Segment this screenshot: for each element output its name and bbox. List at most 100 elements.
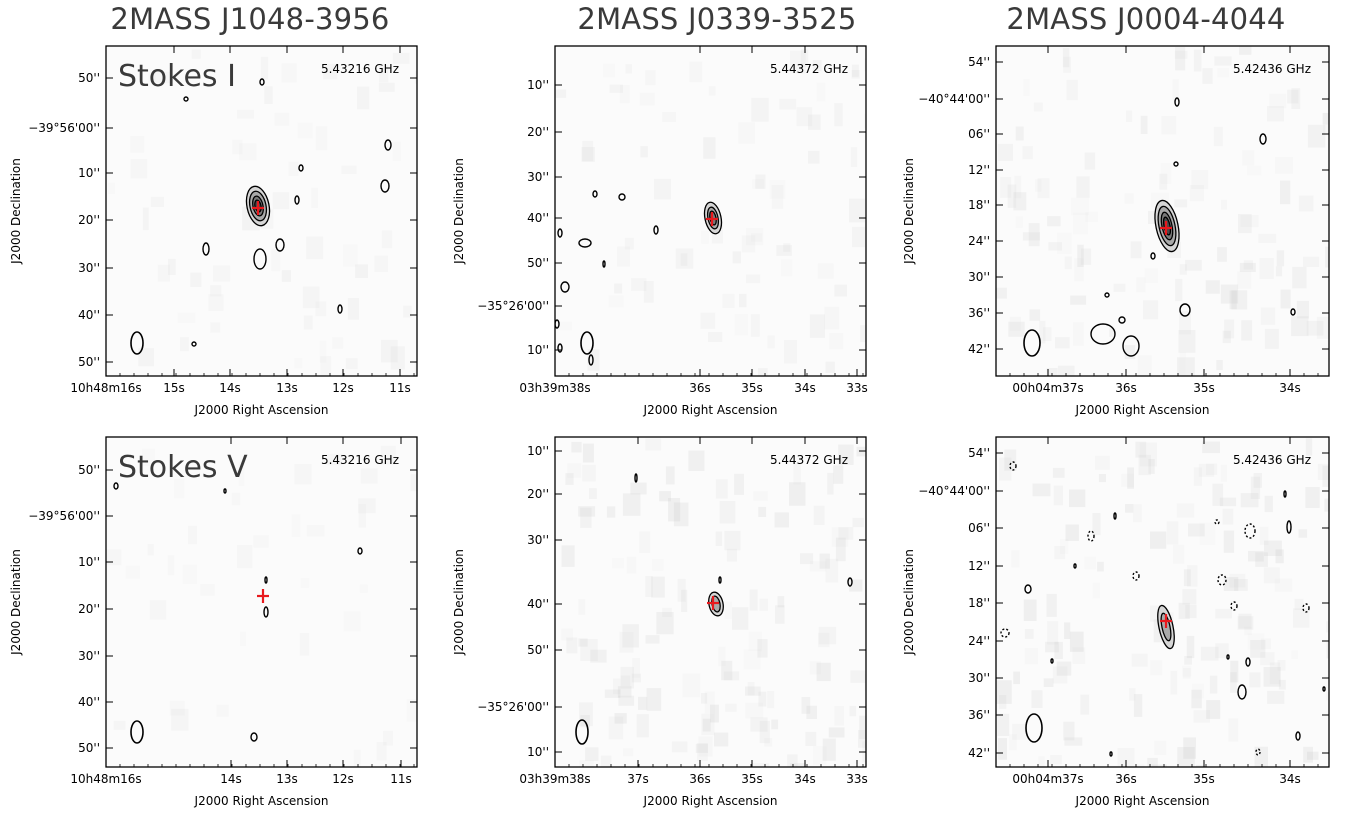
noise-pixel	[358, 504, 366, 528]
noise-pixel	[701, 230, 709, 244]
y-tick-label: 40''	[78, 695, 100, 709]
contour-island	[588, 354, 594, 366]
noise-map	[996, 46, 1329, 376]
noise-pixel	[1193, 710, 1210, 723]
noise-pixel	[582, 464, 596, 482]
noise-pixel	[1224, 319, 1235, 339]
noise-pixel	[860, 325, 866, 343]
noise-pixel	[1275, 549, 1284, 564]
contour-island	[1230, 601, 1238, 611]
noise-pixel	[701, 713, 715, 736]
noise-pixel	[343, 244, 358, 267]
noise-pixel	[631, 278, 647, 291]
noise-pixel	[787, 754, 798, 767]
noise-pixel	[149, 600, 167, 620]
noise-pixel	[834, 284, 847, 297]
noise-pixel	[813, 505, 825, 525]
noise-pixel	[665, 466, 675, 485]
noise-pixel	[157, 264, 170, 282]
noise-pixel	[722, 293, 735, 308]
noise-pixel	[838, 444, 854, 465]
panel-4: 10h48m16s 14s 13s 12s 11s 50'' −39°56'00'' 10''…	[9, 436, 418, 808]
frequency-label: 5.42436 GHz	[1233, 62, 1311, 76]
noise-pixel	[1176, 503, 1195, 518]
noise-pixel	[675, 248, 694, 269]
noise-pixel	[291, 514, 301, 537]
y-tick-label: 50''	[78, 71, 100, 85]
noise-pixel	[1216, 360, 1223, 371]
noise-pixel	[381, 339, 398, 363]
noise-pixel	[1275, 266, 1283, 277]
y-tick-label: 30''	[968, 671, 990, 685]
noise-pixel	[626, 556, 637, 574]
noise-pixel	[645, 576, 653, 597]
contour-island	[1286, 520, 1292, 534]
y-tick-label: 50''	[78, 741, 100, 755]
noise-pixel	[620, 666, 634, 689]
noise-pixel	[745, 686, 761, 696]
contour-island	[1132, 571, 1140, 581]
noise-pixel	[652, 559, 664, 571]
noise-pixel	[1072, 322, 1084, 346]
x-tick-label: 35s	[741, 381, 763, 395]
noise-pixel	[1183, 737, 1196, 759]
x-tick-label: 37s	[627, 772, 649, 786]
contour-island	[1237, 684, 1247, 700]
contour-island	[552, 481, 554, 487]
y-tick-label: 40''	[527, 597, 549, 611]
x-tick-label: 14s	[219, 381, 241, 395]
noise-pixel	[239, 143, 257, 161]
contour-island	[560, 281, 570, 293]
x-tick-label: 00h04m37s	[1012, 381, 1083, 395]
noise-pixel	[808, 150, 820, 164]
noise-pixel	[359, 584, 368, 593]
noise-pixel	[1022, 146, 1033, 160]
contour-island	[1109, 751, 1113, 757]
beam-ellipse	[1023, 329, 1041, 357]
noise-pixel	[997, 143, 1013, 161]
noise-pixel	[1324, 498, 1329, 512]
noise-pixel	[1240, 215, 1259, 228]
noise-pixel	[561, 628, 573, 641]
contour-island	[1073, 563, 1077, 569]
noise-pixel	[315, 126, 328, 151]
noise-pixel	[1217, 68, 1229, 78]
noise-pixel	[210, 322, 221, 333]
noise-pixel	[1269, 662, 1281, 685]
noise-pixel	[1175, 278, 1183, 302]
noise-pixel	[294, 358, 303, 369]
noise-pixel	[567, 463, 582, 478]
noise-pixel	[580, 639, 598, 661]
noise-pixel	[708, 86, 716, 96]
noise-pixel	[1219, 497, 1237, 507]
noise-pixel	[237, 109, 254, 119]
noise-pixel	[800, 553, 814, 565]
noise-pixel	[582, 443, 594, 463]
noise-pixel	[645, 635, 660, 644]
noise-pixel	[216, 704, 229, 717]
noise-pixel	[1239, 262, 1256, 272]
noise-pixel	[1150, 660, 1163, 676]
y-tick-label: 30''	[78, 649, 100, 663]
noise-pixel	[639, 531, 651, 553]
noise-pixel	[651, 576, 665, 598]
noise-pixel	[153, 71, 172, 84]
noise-pixel	[1260, 307, 1276, 325]
noise-pixel	[1269, 93, 1287, 109]
contour-island	[618, 193, 626, 201]
noise-pixel	[299, 633, 310, 656]
noise-pixel	[723, 671, 740, 681]
noise-pixel	[864, 673, 866, 691]
noise-pixel	[748, 631, 763, 652]
contour-island	[653, 225, 659, 235]
contour-island	[1173, 161, 1179, 167]
y-tick-label: 30''	[527, 533, 549, 547]
noise-pixel	[1039, 320, 1046, 344]
noise-pixel	[1223, 577, 1239, 591]
noise-pixel	[662, 607, 672, 617]
noise-pixel	[1234, 579, 1248, 591]
noise-pixel	[714, 732, 729, 747]
noise-pixel	[1199, 522, 1216, 545]
noise-pixel	[1174, 50, 1188, 59]
